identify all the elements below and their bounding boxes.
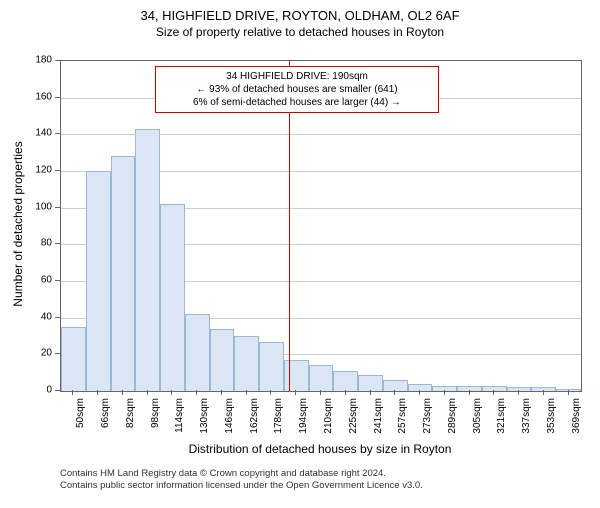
marker-annotation: 34 HIGHFIELD DRIVE: 190sqm ← 93% of deta…	[155, 66, 439, 113]
x-tick-label: 82sqm	[125, 398, 136, 428]
x-tick-label: 273sqm	[422, 398, 433, 434]
x-tick-label: 114sqm	[174, 398, 185, 433]
x-tick-label: 162sqm	[249, 398, 260, 434]
x-tick-label: 130sqm	[199, 398, 210, 434]
y-tick-label: 40	[30, 311, 52, 322]
x-tick-label: 178sqm	[273, 398, 284, 434]
histogram-bar	[358, 375, 383, 392]
footer-line-2: Contains public sector information licen…	[60, 480, 423, 492]
y-tick-label: 180	[30, 55, 52, 66]
y-tick	[55, 97, 60, 98]
x-tick-label: 194sqm	[298, 398, 309, 434]
x-tick-label: 321sqm	[496, 398, 507, 434]
y-tick	[55, 207, 60, 208]
y-tick-label: 60	[30, 275, 52, 286]
x-tick-label: 50sqm	[75, 398, 86, 428]
histogram-bar	[531, 387, 556, 391]
histogram-bar	[160, 204, 185, 391]
x-tick	[469, 390, 470, 395]
x-tick	[370, 390, 371, 395]
annotation-line-3: 6% of semi-detached houses are larger (4…	[162, 96, 432, 109]
x-axis-label: Distribution of detached houses by size …	[60, 442, 580, 456]
x-tick	[394, 390, 395, 395]
x-tick	[122, 390, 123, 395]
histogram-bar	[86, 171, 111, 391]
x-tick-label: 225sqm	[348, 398, 359, 434]
x-tick	[97, 390, 98, 395]
histogram-bar	[259, 342, 284, 392]
y-tick	[55, 317, 60, 318]
y-tick	[55, 170, 60, 171]
y-tick	[55, 390, 60, 391]
x-tick	[72, 390, 73, 395]
histogram-bar	[309, 365, 334, 391]
y-tick-label: 160	[30, 91, 52, 102]
x-tick-label: 353sqm	[546, 398, 557, 434]
y-tick-label: 20	[30, 348, 52, 359]
histogram-bar	[210, 329, 235, 391]
x-tick	[568, 390, 569, 395]
histogram-bar	[556, 389, 581, 391]
annotation-line-1: 34 HIGHFIELD DRIVE: 190sqm	[162, 70, 432, 83]
x-tick	[196, 390, 197, 395]
histogram-bar	[185, 314, 210, 391]
x-tick-label: 289sqm	[447, 398, 458, 434]
x-tick-label: 210sqm	[323, 398, 334, 434]
y-tick-label: 120	[30, 165, 52, 176]
x-tick-label: 98sqm	[150, 398, 161, 428]
x-tick	[518, 390, 519, 395]
x-tick	[493, 390, 494, 395]
y-tick	[55, 353, 60, 354]
histogram-bar	[432, 386, 457, 392]
y-tick	[55, 280, 60, 281]
y-tick	[55, 133, 60, 134]
x-tick	[270, 390, 271, 395]
x-tick-label: 66sqm	[100, 398, 111, 428]
x-tick	[543, 390, 544, 395]
annotation-line-2: ← 93% of detached houses are smaller (64…	[162, 83, 432, 96]
y-tick-label: 140	[30, 128, 52, 139]
footer-line-1: Contains HM Land Registry data © Crown c…	[60, 468, 423, 480]
x-tick-label: 305sqm	[472, 398, 483, 434]
x-tick-label: 337sqm	[521, 398, 532, 434]
x-tick	[147, 390, 148, 395]
chart-subtitle: Size of property relative to detached ho…	[0, 25, 600, 39]
x-tick-label: 241sqm	[373, 398, 384, 434]
y-tick-label: 80	[30, 238, 52, 249]
x-tick	[345, 390, 346, 395]
x-tick-label: 146sqm	[224, 398, 235, 434]
histogram-bar	[135, 129, 160, 391]
histogram-bar	[457, 386, 482, 392]
chart-title: 34, HIGHFIELD DRIVE, ROYTON, OLDHAM, OL2…	[0, 8, 600, 23]
y-tick-label: 100	[30, 201, 52, 212]
footer-attribution: Contains HM Land Registry data © Crown c…	[60, 468, 423, 493]
y-tick	[55, 243, 60, 244]
x-tick	[419, 390, 420, 395]
histogram-bar	[284, 360, 309, 391]
y-tick-label: 0	[30, 385, 52, 396]
x-tick	[444, 390, 445, 395]
histogram-bar	[61, 327, 86, 391]
x-tick	[171, 390, 172, 395]
x-tick-label: 369sqm	[571, 398, 582, 434]
y-tick	[55, 60, 60, 61]
x-tick	[246, 390, 247, 395]
x-tick	[295, 390, 296, 395]
histogram-bar	[111, 156, 136, 391]
x-tick-label: 257sqm	[397, 398, 408, 434]
histogram-bar	[333, 371, 358, 391]
y-axis-label: Number of detached properties	[11, 134, 25, 314]
x-tick	[221, 390, 222, 395]
histogram-bar	[234, 336, 259, 391]
x-tick	[320, 390, 321, 395]
